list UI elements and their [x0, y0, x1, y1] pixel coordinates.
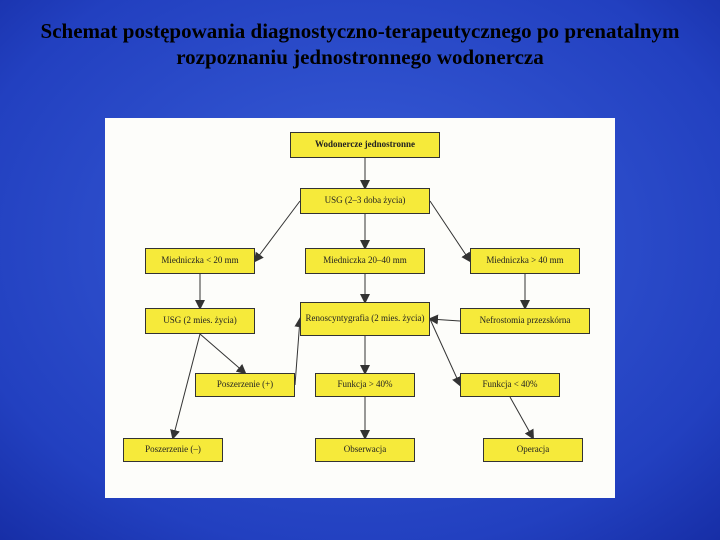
- flowchart-node: Poszerzenie (–): [123, 438, 223, 462]
- flowchart-node: Nefrostomia przezskórna: [460, 308, 590, 334]
- flowchart-node: Miedniczka < 20 mm: [145, 248, 255, 274]
- flowchart-node: Funkcja < 40%: [460, 373, 560, 397]
- flowchart-node: Poszerzenie (+): [195, 373, 295, 397]
- flowchart-node: Wodonercze jednostronne: [290, 132, 440, 158]
- flowchart-node: Obserwacja: [315, 438, 415, 462]
- flowchart-node: Funkcja > 40%: [315, 373, 415, 397]
- flowchart-node: Operacja: [483, 438, 583, 462]
- flowchart-node: USG (2 mies. życia): [145, 308, 255, 334]
- flowchart-node: Miedniczka > 40 mm: [470, 248, 580, 274]
- flowchart-panel: Wodonercze jednostronne USG (2–3 doba życ…: [105, 118, 615, 498]
- flowchart-node: Miedniczka 20–40 mm: [305, 248, 425, 274]
- page-title: Schemat postępowania diagnostyczno-terap…: [0, 0, 720, 79]
- flowchart-node: Renoscyntygrafia (2 mies. życia): [300, 302, 430, 336]
- flowchart-node: USG (2–3 doba życia): [300, 188, 430, 214]
